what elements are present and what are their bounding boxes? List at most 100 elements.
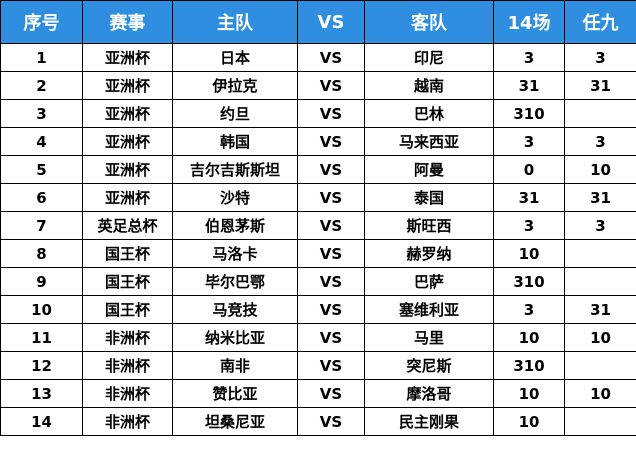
cell-vs: VS: [297, 407, 365, 436]
cell-home: 毕尔巴鄂: [172, 267, 298, 296]
cell-event: 亚洲杯: [82, 155, 173, 184]
cell-away: 越南: [364, 71, 494, 100]
cell-no: 2: [0, 71, 83, 100]
table-row: 6 亚洲杯 沙特 VS 泰国 31 31: [0, 183, 636, 212]
table-row: 4 亚洲杯 韩国 VS 马来西亚 3 3: [0, 127, 636, 156]
cell-event: 英足总杯: [82, 211, 173, 240]
cell-vs: VS: [297, 71, 365, 100]
cell-no: 1: [0, 43, 83, 72]
cell-pick14: 3: [493, 211, 565, 240]
cell-home: 约旦: [172, 99, 298, 128]
cell-event: 非洲杯: [82, 351, 173, 380]
header-pick14: 14场: [493, 0, 565, 44]
cell-vs: VS: [297, 99, 365, 128]
cell-home: 吉尔吉斯斯坦: [172, 155, 298, 184]
cell-pick14: 31: [493, 183, 565, 212]
cell-away: 巴林: [364, 99, 494, 128]
cell-ren9: 31: [564, 71, 636, 100]
cell-home: 日本: [172, 43, 298, 72]
cell-home: 马洛卡: [172, 239, 298, 268]
match-table: 序号 赛事 主队 VS 客队 14场 任九 1 亚洲杯 日本 VS 印尼 3 3 2 亚洲杯 伊拉…: [0, 0, 636, 436]
cell-away: 斯旺西: [364, 211, 494, 240]
cell-pick14: 10: [493, 407, 565, 436]
cell-vs: VS: [297, 267, 365, 296]
cell-ren9: [564, 267, 636, 296]
table-row: 8 国王杯 马洛卡 VS 赫罗纳 10: [0, 239, 636, 268]
cell-vs: VS: [297, 155, 365, 184]
cell-ren9: 3: [564, 43, 636, 72]
cell-home: 沙特: [172, 183, 298, 212]
cell-vs: VS: [297, 351, 365, 380]
cell-home: 赞比亚: [172, 379, 298, 408]
cell-vs: VS: [297, 43, 365, 72]
cell-away: 塞维利亚: [364, 295, 494, 324]
cell-away: 马来西亚: [364, 127, 494, 156]
cell-no: 10: [0, 295, 83, 324]
cell-ren9: [564, 407, 636, 436]
cell-vs: VS: [297, 127, 365, 156]
table-row: 7 英足总杯 伯恩茅斯 VS 斯旺西 3 3: [0, 211, 636, 240]
cell-home: 韩国: [172, 127, 298, 156]
cell-away: 突尼斯: [364, 351, 494, 380]
cell-pick14: 3: [493, 295, 565, 324]
table-row: 5 亚洲杯 吉尔吉斯斯坦 VS 阿曼 0 10: [0, 155, 636, 184]
cell-no: 4: [0, 127, 83, 156]
cell-event: 非洲杯: [82, 379, 173, 408]
cell-away: 巴萨: [364, 267, 494, 296]
cell-vs: VS: [297, 211, 365, 240]
header-no: 序号: [0, 0, 83, 44]
cell-home: 纳米比亚: [172, 323, 298, 352]
cell-home: 伯恩茅斯: [172, 211, 298, 240]
cell-ren9: [564, 99, 636, 128]
cell-ren9: 3: [564, 211, 636, 240]
table-row: 13 非洲杯 赞比亚 VS 摩洛哥 10 10: [0, 379, 636, 408]
cell-pick14: 310: [493, 99, 565, 128]
header-vs: VS: [297, 0, 365, 44]
cell-ren9: 31: [564, 295, 636, 324]
cell-ren9: 10: [564, 323, 636, 352]
cell-pick14: 31: [493, 71, 565, 100]
cell-pick14: 310: [493, 267, 565, 296]
header-row: 序号 赛事 主队 VS 客队 14场 任九: [0, 0, 636, 44]
cell-vs: VS: [297, 239, 365, 268]
table-row: 2 亚洲杯 伊拉克 VS 越南 31 31: [0, 71, 636, 100]
cell-no: 8: [0, 239, 83, 268]
cell-pick14: 0: [493, 155, 565, 184]
table-row: 14 非洲杯 坦桑尼亚 VS 民主刚果 10: [0, 407, 636, 436]
header-event: 赛事: [82, 0, 173, 44]
cell-no: 7: [0, 211, 83, 240]
cell-no: 5: [0, 155, 83, 184]
table-row: 3 亚洲杯 约旦 VS 巴林 310: [0, 99, 636, 128]
cell-vs: VS: [297, 323, 365, 352]
cell-pick14: 10: [493, 323, 565, 352]
cell-pick14: 3: [493, 127, 565, 156]
table-row: 9 国王杯 毕尔巴鄂 VS 巴萨 310: [0, 267, 636, 296]
table-row: 12 非洲杯 南非 VS 突尼斯 310: [0, 351, 636, 380]
cell-home: 坦桑尼亚: [172, 407, 298, 436]
cell-no: 3: [0, 99, 83, 128]
cell-ren9: 31: [564, 183, 636, 212]
cell-away: 阿曼: [364, 155, 494, 184]
cell-away: 民主刚果: [364, 407, 494, 436]
table-row: 11 非洲杯 纳米比亚 VS 马里 10 10: [0, 323, 636, 352]
header-ren9: 任九: [564, 0, 636, 44]
cell-event: 亚洲杯: [82, 127, 173, 156]
table-body: 1 亚洲杯 日本 VS 印尼 3 3 2 亚洲杯 伊拉克 VS 越南 31 31 3 亚洲杯 约旦 VS 巴林 310…: [0, 43, 636, 436]
cell-ren9: [564, 351, 636, 380]
cell-no: 9: [0, 267, 83, 296]
cell-home: 马竞技: [172, 295, 298, 324]
cell-event: 国王杯: [82, 295, 173, 324]
cell-no: 13: [0, 379, 83, 408]
cell-vs: VS: [297, 295, 365, 324]
cell-ren9: 10: [564, 155, 636, 184]
cell-away: 印尼: [364, 43, 494, 72]
header-away: 客队: [364, 0, 494, 44]
cell-pick14: 3: [493, 43, 565, 72]
cell-event: 非洲杯: [82, 407, 173, 436]
cell-event: 国王杯: [82, 267, 173, 296]
cell-no: 14: [0, 407, 83, 436]
cell-event: 亚洲杯: [82, 43, 173, 72]
cell-pick14: 10: [493, 239, 565, 268]
cell-ren9: 3: [564, 127, 636, 156]
cell-event: 亚洲杯: [82, 71, 173, 100]
